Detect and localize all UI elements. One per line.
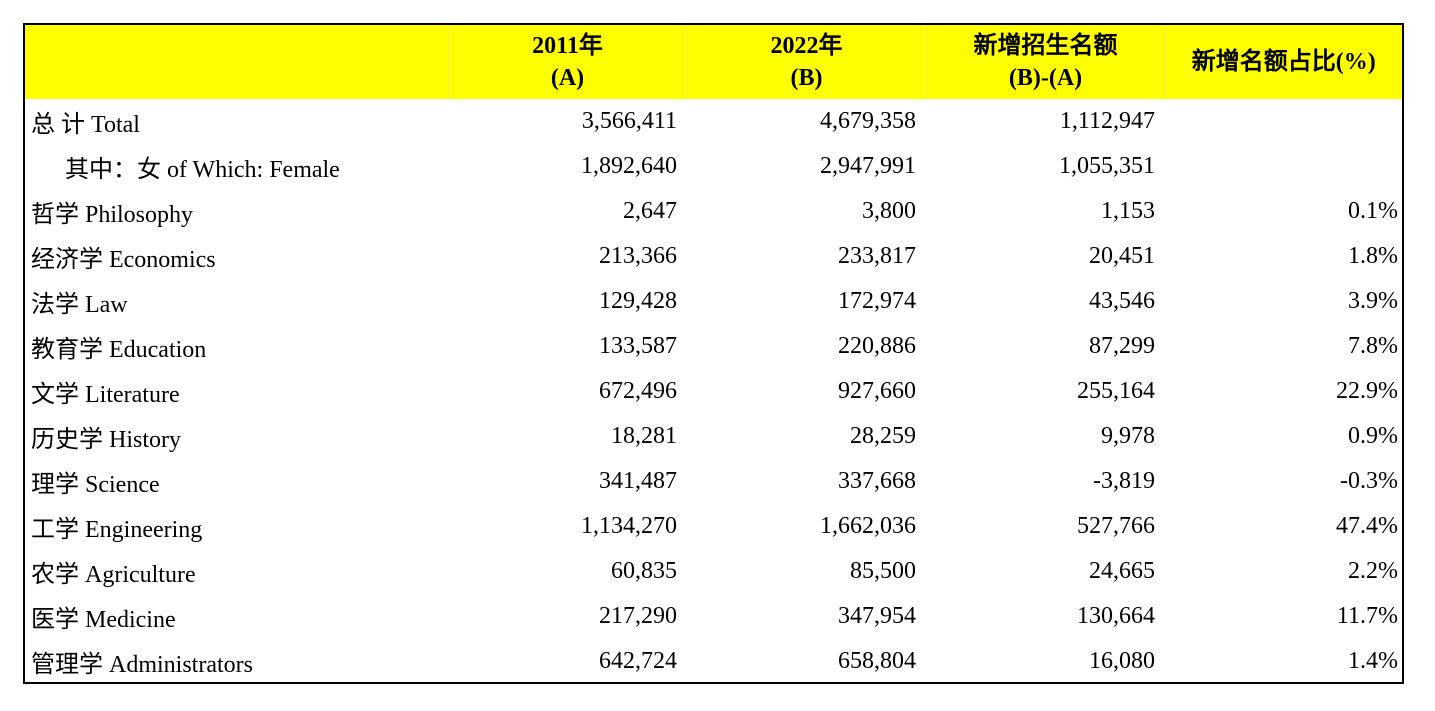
value-2011: 18,281 (611, 423, 677, 449)
value-share: 0.1% (1348, 198, 1398, 224)
table-row: 哲学 Philosophy 2,647 3,800 1,153 0.1% (25, 189, 1402, 234)
value-share (1165, 144, 1402, 189)
value-share: 0.9% (1348, 423, 1398, 449)
table-row: 文学 Literature 672,496 927,660 255,164 22… (25, 369, 1402, 414)
row-label: 教育学 Education (31, 337, 207, 363)
value-share: 47.4% (1336, 513, 1398, 539)
value-2011: 133,587 (599, 333, 677, 359)
header-row: 2011年 (A) 2022年 (B) 新增招生名额 (B)-(A) 新增名额占… (25, 25, 1402, 99)
table-row: 医学 Medicine 217,290 347,954 130,664 11.7… (25, 594, 1402, 639)
value-new-enrollment: 1,112,947 (1059, 108, 1155, 134)
row-label: 医学 Medicine (31, 607, 176, 633)
value-new-enrollment: 1,153 (1101, 198, 1155, 224)
table-row: 理学 Science 341,487 337,668 -3,819 -0.3% (25, 459, 1402, 504)
table-row: 工学 Engineering 1,134,270 1,662,036 527,7… (25, 504, 1402, 549)
enrollment-table: 2011年 (A) 2022年 (B) 新增招生名额 (B)-(A) 新增名额占… (25, 25, 1402, 682)
value-share: 11.7% (1336, 603, 1398, 629)
table-row: 历史学 History 18,281 28,259 9,978 0.9% (25, 414, 1402, 459)
value-new-enrollment: 87,299 (1089, 333, 1155, 359)
row-label: 经济学 Economics (31, 247, 216, 273)
value-2011: 672,496 (599, 378, 677, 404)
row-label: 总 计 Total (31, 112, 140, 138)
row-label: 农学 Agriculture (31, 562, 196, 588)
row-label: 文学 Literature (31, 382, 180, 408)
row-label: 工学 Engineering (31, 517, 203, 543)
value-share: 22.9% (1336, 378, 1398, 404)
value-new-enrollment: 43,546 (1089, 288, 1155, 314)
row-label: 哲学 Philosophy (31, 202, 194, 228)
value-2022: 172,974 (838, 288, 916, 314)
value-2022: 3,800 (862, 198, 916, 224)
value-2022: 233,817 (838, 243, 916, 269)
value-2011: 3,566,411 (581, 108, 677, 134)
row-label: 其中：女 of Which: Female (65, 157, 340, 183)
table-row: 法学 Law 129,428 172,974 43,546 3.9% (25, 279, 1402, 324)
value-2011: 2,647 (623, 198, 677, 224)
table-row: 经济学 Economics 213,366 233,817 20,451 1.8… (25, 234, 1402, 279)
value-2011: 129,428 (599, 288, 677, 314)
value-share: 1.8% (1348, 243, 1398, 269)
value-2011: 60,835 (611, 558, 677, 584)
value-2011: 217,290 (599, 603, 677, 629)
value-2022: 347,954 (838, 603, 916, 629)
value-share: -0.3% (1340, 468, 1398, 494)
value-new-enrollment: 130,664 (1077, 603, 1155, 629)
table-row: 总 计 Total 3,566,411 4,679,358 1,112,947 (25, 99, 1402, 144)
table-body: 总 计 Total 3,566,411 4,679,358 1,112,947 … (25, 99, 1402, 682)
header-share: 新增名额占比(%) (1164, 25, 1402, 99)
value-2022: 220,886 (838, 333, 916, 359)
header-2011-code: (A) (550, 65, 585, 91)
value-new-enrollment: 20,451 (1089, 243, 1155, 269)
row-label: 历史学 History (31, 427, 181, 453)
value-new-enrollment: 24,665 (1089, 558, 1155, 584)
value-new-enrollment: 16,080 (1089, 648, 1155, 674)
header-2022-year: 2022年 (770, 33, 843, 59)
table-row: 农学 Agriculture 60,835 85,500 24,665 2.2% (25, 549, 1402, 594)
header-2011-year: 2011年 (532, 33, 603, 59)
value-share: 2.2% (1348, 558, 1398, 584)
row-label: 管理学 Administrators (31, 652, 253, 678)
value-2022: 1,662,036 (820, 513, 916, 539)
row-label: 法学 Law (31, 292, 128, 318)
value-2022: 927,660 (838, 378, 916, 404)
value-2011: 1,892,640 (581, 153, 677, 179)
table-row: 其中：女 of Which: Female 1,892,640 2,947,99… (25, 144, 1402, 189)
row-label: 理学 Science (31, 472, 160, 498)
header-2011: 2011年 (A) (447, 25, 687, 99)
value-2022: 2,947,991 (820, 153, 916, 179)
enrollment-table-frame: 2011年 (A) 2022年 (B) 新增招生名额 (B)-(A) 新增名额占… (23, 23, 1404, 684)
value-share: 7.8% (1348, 333, 1398, 359)
value-2022: 337,668 (838, 468, 916, 494)
value-share: 1.4% (1348, 648, 1398, 674)
value-share: 3.9% (1348, 288, 1398, 314)
value-2011: 642,724 (599, 648, 677, 674)
value-new-enrollment: -3,819 (1093, 468, 1155, 494)
value-2011: 213,366 (599, 243, 677, 269)
header-2022: 2022年 (B) (686, 25, 926, 99)
header-new-enrollment-title: 新增招生名额 (973, 33, 1118, 59)
value-new-enrollment: 9,978 (1101, 423, 1155, 449)
table-row: 管理学 Administrators 642,724 658,804 16,08… (25, 639, 1402, 682)
value-2022: 4,679,358 (820, 108, 916, 134)
header-new-enrollment: 新增招生名额 (B)-(A) (925, 25, 1165, 99)
value-2011: 1,134,270 (581, 513, 677, 539)
table-row: 教育学 Education 133,587 220,886 87,299 7.8… (25, 324, 1402, 369)
value-new-enrollment: 255,164 (1077, 378, 1155, 404)
value-2022: 658,804 (838, 648, 916, 674)
value-2011: 341,487 (599, 468, 677, 494)
value-share (1165, 99, 1402, 144)
value-2022: 85,500 (850, 558, 916, 584)
value-new-enrollment: 527,766 (1077, 513, 1155, 539)
value-2022: 28,259 (850, 423, 916, 449)
header-blank-cell (25, 25, 448, 99)
value-new-enrollment: 1,055,351 (1059, 153, 1155, 179)
header-new-enrollment-formula: (B)-(A) (1008, 65, 1083, 91)
header-share-title: 新增名额占比(%) (1191, 49, 1376, 75)
header-2022-code: (B) (790, 65, 823, 91)
